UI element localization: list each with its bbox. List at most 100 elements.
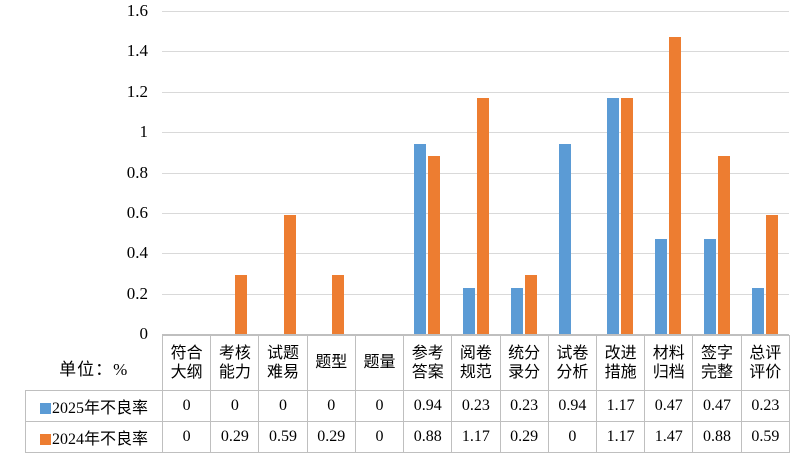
legend-cell: 2024年不良率 bbox=[25, 421, 163, 453]
value-cell: 0 bbox=[354, 421, 405, 453]
bar-series1-cat12 bbox=[765, 214, 778, 334]
category-header: 阅卷 规范 bbox=[451, 335, 501, 391]
category-header: 总评 评价 bbox=[740, 335, 791, 391]
category-header: 考核 能力 bbox=[210, 335, 260, 391]
bar-series1-cat7 bbox=[524, 275, 537, 334]
value-cell: 0.29 bbox=[210, 421, 260, 453]
bar-series1-cat9 bbox=[621, 97, 634, 334]
bar-series0-cat10 bbox=[655, 239, 668, 334]
category-group bbox=[644, 11, 692, 334]
bar-series1-cat3 bbox=[331, 275, 344, 334]
category-group bbox=[548, 11, 596, 334]
category-group bbox=[500, 11, 548, 334]
category-header: 材料 归档 bbox=[644, 335, 694, 391]
category-header: 试题 难易 bbox=[258, 335, 308, 391]
value-cell: 0.23 bbox=[740, 390, 791, 422]
category-header: 统分 录分 bbox=[499, 335, 549, 391]
x-axis-line bbox=[162, 334, 789, 335]
y-tick-label: 1.6 bbox=[126, 1, 148, 20]
category-group bbox=[258, 11, 306, 334]
y-tick-label: 1.4 bbox=[126, 41, 148, 60]
y-tick-label: 0.8 bbox=[126, 163, 148, 182]
bar-series1-cat11 bbox=[717, 156, 730, 334]
gridline bbox=[162, 294, 789, 295]
value-cell: 0.94 bbox=[547, 390, 597, 422]
y-tick-label: 0.4 bbox=[126, 243, 148, 262]
value-cell: 0.47 bbox=[644, 390, 694, 422]
table-row: 2025年不良率 0 0 0 0 0 0.94 0.23 0.23 0.94 1.17 0.47 0.4… bbox=[25, 390, 791, 422]
bar-series1-cat6 bbox=[476, 97, 489, 334]
value-cell: 0.94 bbox=[403, 390, 453, 422]
value-cell: 0.29 bbox=[499, 421, 549, 453]
value-cell: 0.88 bbox=[692, 421, 742, 453]
y-tick-label: 0.6 bbox=[126, 203, 148, 222]
gridline bbox=[162, 92, 789, 93]
bar-series0-cat11 bbox=[703, 239, 716, 334]
value-cell: 0 bbox=[306, 390, 356, 422]
category-header: 改进 措施 bbox=[595, 335, 646, 391]
bar-series0-cat12 bbox=[751, 287, 764, 334]
category-header: 签字 完整 bbox=[692, 335, 742, 391]
bar-series0-cat9 bbox=[607, 97, 620, 334]
gridline bbox=[162, 173, 789, 174]
category-group bbox=[307, 11, 355, 334]
value-cell: 0.23 bbox=[451, 390, 501, 422]
value-cell: 1.17 bbox=[595, 421, 646, 453]
series-name: 2024年不良率 bbox=[51, 431, 148, 448]
legend-cell: 2025年不良率 bbox=[25, 390, 163, 422]
value-cell: 0 bbox=[161, 390, 212, 422]
gridline bbox=[162, 51, 789, 52]
category-group bbox=[741, 11, 789, 334]
data-table: 单位：% 符合 大纲 考核 能力 试题 难易 题型 题量 参考 答案 阅卷 规范 统分 录分 试卷… bbox=[25, 335, 791, 453]
value-cell: 1.17 bbox=[595, 390, 646, 422]
bar-series1-cat1 bbox=[235, 275, 248, 334]
table-row: 2024年不良率 0 0.29 0.59 0.29 0 0.88 1.17 0.29 0 1.17 1… bbox=[25, 421, 791, 453]
value-cell: 0.47 bbox=[692, 390, 742, 422]
value-cell: 1.47 bbox=[644, 421, 694, 453]
table-corner-cell: 单位：% bbox=[25, 335, 163, 391]
bar-series1-cat2 bbox=[283, 214, 296, 334]
bar-series0-cat7 bbox=[510, 287, 523, 334]
bar-series0-cat6 bbox=[462, 287, 475, 334]
category-header: 题型 bbox=[306, 335, 356, 391]
category-header: 参考 答案 bbox=[403, 335, 453, 391]
y-tick-label: 1 bbox=[139, 122, 149, 141]
value-cell: 0 bbox=[258, 390, 308, 422]
value-cell: 0 bbox=[210, 390, 260, 422]
value-cell: 0.88 bbox=[403, 421, 453, 453]
value-cell: 0.23 bbox=[499, 390, 549, 422]
value-cell: 0.29 bbox=[306, 421, 356, 453]
category-group bbox=[355, 11, 403, 334]
category-group bbox=[210, 11, 258, 334]
legend-swatch-icon bbox=[39, 434, 51, 445]
unit-label: 单位：% bbox=[59, 360, 129, 379]
gridline bbox=[162, 11, 789, 12]
bar-series0-cat5 bbox=[414, 144, 427, 334]
gridline bbox=[162, 213, 789, 214]
legend-swatch-icon bbox=[39, 403, 51, 414]
category-header: 试卷 分析 bbox=[547, 335, 597, 391]
gridline bbox=[162, 132, 789, 133]
value-cell: 0.59 bbox=[740, 421, 791, 453]
y-tick-label: 0 bbox=[139, 324, 149, 343]
category-group bbox=[693, 11, 741, 334]
category-group bbox=[596, 11, 644, 334]
table-header-row: 单位：% 符合 大纲 考核 能力 试题 难易 题型 题量 参考 答案 阅卷 规范 统分 录分 试卷… bbox=[25, 335, 791, 391]
gridline bbox=[162, 253, 789, 254]
category-group bbox=[162, 11, 210, 334]
y-tick-label: 0.2 bbox=[126, 284, 148, 303]
category-header: 题量 bbox=[354, 335, 405, 391]
series-name: 2025年不良率 bbox=[51, 400, 148, 417]
bar-series0-cat8 bbox=[558, 144, 571, 334]
value-cell: 0.59 bbox=[258, 421, 308, 453]
bar-series1-cat10 bbox=[669, 37, 682, 334]
plot-area bbox=[162, 11, 789, 335]
value-cell: 0 bbox=[354, 390, 405, 422]
y-tick-label: 1.2 bbox=[126, 82, 148, 101]
category-header: 符合 大纲 bbox=[161, 335, 212, 391]
bars bbox=[162, 11, 789, 334]
bar-series1-cat5 bbox=[428, 156, 441, 334]
value-cell: 1.17 bbox=[451, 421, 501, 453]
value-cell: 0 bbox=[547, 421, 597, 453]
